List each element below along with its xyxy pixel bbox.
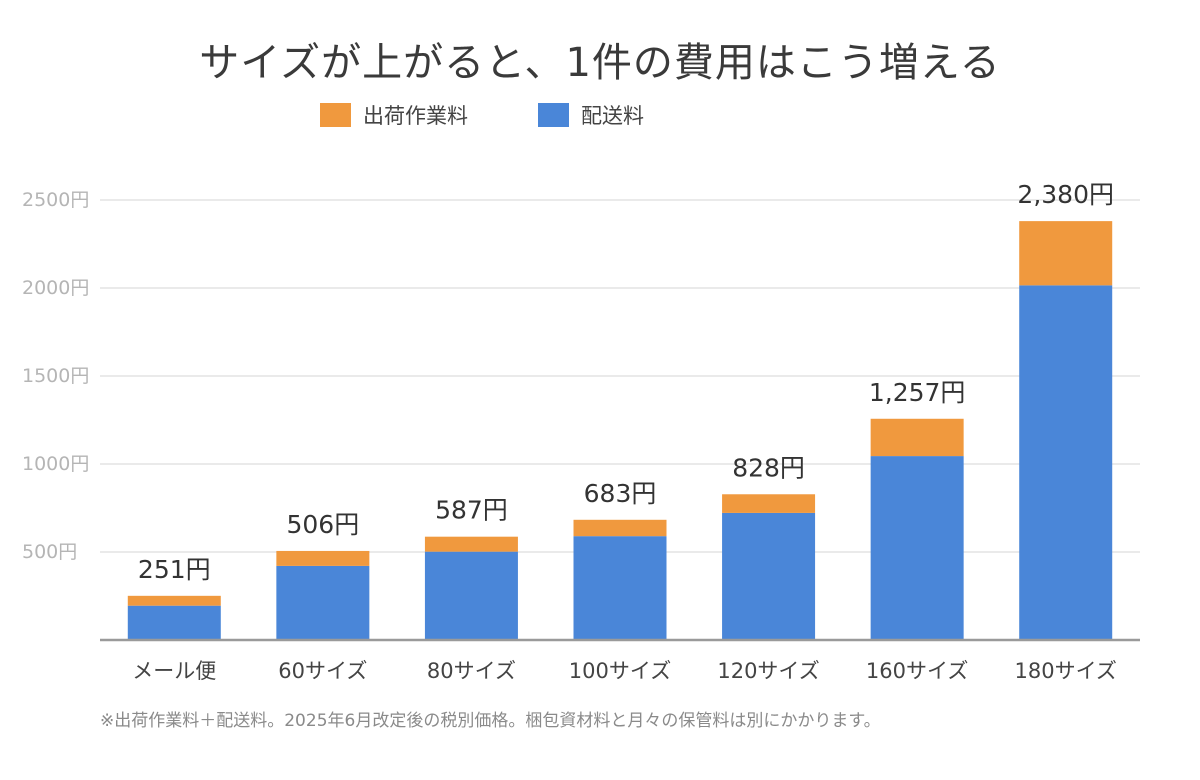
y-tick-label: 2500円	[22, 189, 89, 211]
bar-segment-shipping	[1019, 285, 1113, 640]
total-data-label: 587円	[435, 496, 508, 525]
legend-item-handling: 出荷作業料	[320, 100, 468, 130]
total-data-label: 683円	[584, 479, 657, 508]
bar-segment-handling	[722, 494, 816, 513]
total-data-label: 251円	[138, 555, 211, 584]
bar-segment-shipping	[127, 605, 221, 640]
total-data-label: 506円	[286, 510, 359, 539]
bar-segment-handling	[127, 595, 221, 606]
bar-segment-handling	[573, 519, 667, 537]
bar-segment-shipping	[573, 536, 667, 640]
y-tick-label: 2000円	[22, 277, 89, 299]
y-tick-label: 1000円	[22, 453, 89, 475]
bar-segment-handling	[424, 536, 518, 552]
legend: 出荷作業料 配送料	[320, 100, 714, 130]
legend-swatch-handling	[320, 103, 351, 127]
bar-segment-handling	[1019, 221, 1113, 286]
footnote: ※出荷作業料＋配送料。2025年6月改定後の税別価格。梱包資材料と月々の保管料は…	[100, 711, 881, 731]
bar-segment-shipping	[722, 512, 816, 640]
legend-label-handling: 出荷作業料	[363, 104, 468, 128]
legend-label-shipping: 配送料	[581, 104, 644, 128]
bar-segment-shipping	[276, 565, 370, 640]
y-tick-label: 500円	[22, 541, 77, 563]
x-category-label: 180サイズ	[1014, 659, 1116, 683]
x-category-label: 60サイズ	[278, 659, 367, 683]
bar-segment-shipping	[424, 551, 518, 640]
x-category-label: 160サイズ	[866, 659, 968, 683]
x-category-label: 120サイズ	[717, 659, 819, 683]
chart-title: サイズが上がると、1件の費用はこう増える	[199, 40, 1001, 86]
y-tick-label: 1500円	[22, 365, 89, 387]
x-category-label: 100サイズ	[569, 659, 671, 683]
x-category-label: メール便	[132, 659, 216, 683]
total-data-label: 2,380円	[1017, 180, 1114, 209]
total-data-label: 828円	[732, 453, 805, 482]
bar-segment-handling	[276, 550, 370, 566]
bar-segment-handling	[870, 418, 964, 457]
total-data-label: 1,257円	[869, 378, 966, 407]
bar-segment-shipping	[870, 456, 964, 640]
legend-item-shipping: 配送料	[538, 100, 644, 130]
x-category-label: 80サイズ	[427, 659, 516, 683]
legend-swatch-shipping	[538, 103, 569, 127]
